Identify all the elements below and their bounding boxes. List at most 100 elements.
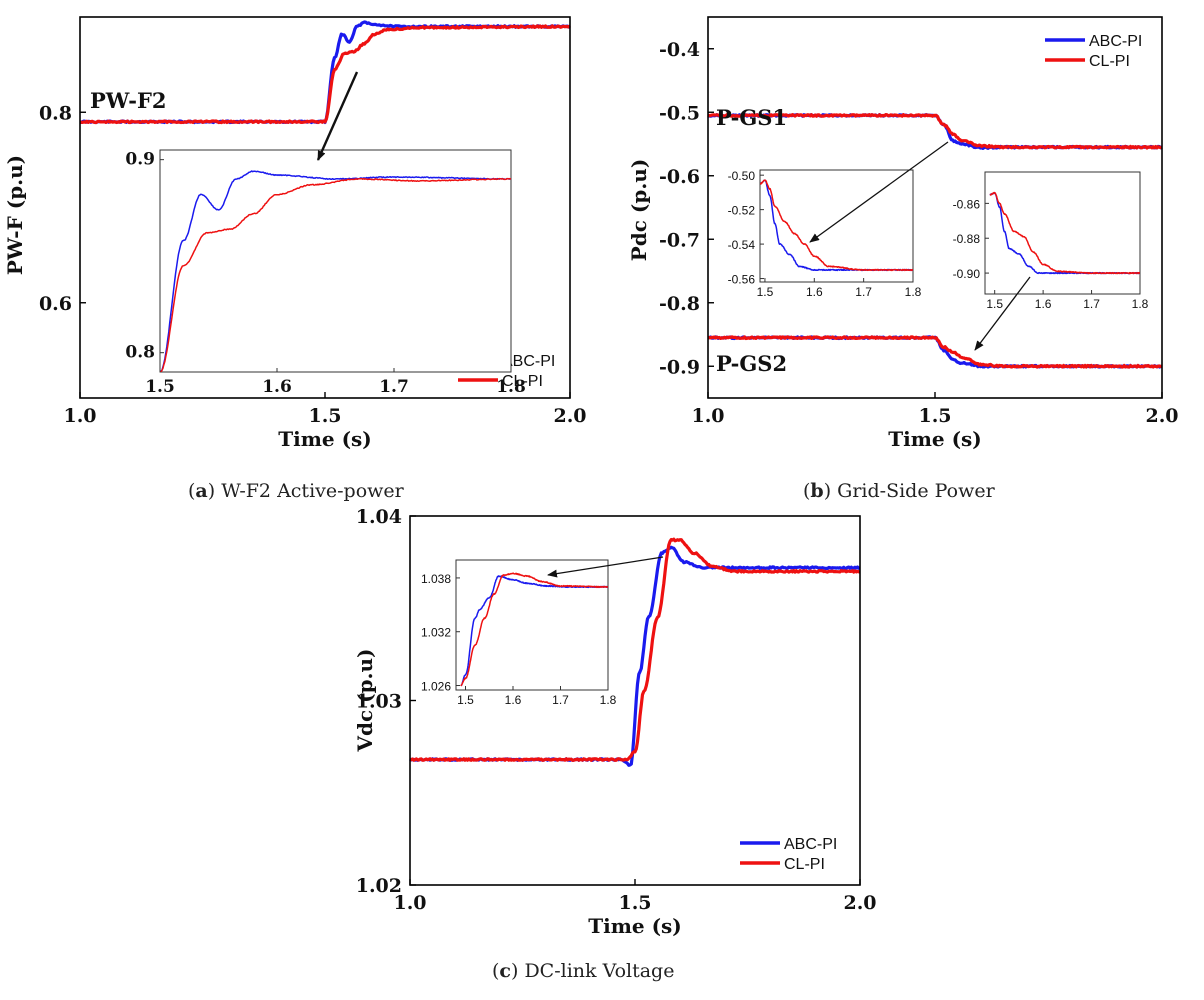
chart-a-legend-label-1: ABC-PI: [502, 353, 555, 370]
chart-a-legend-label-2: CL-PI: [502, 373, 543, 390]
chart-c-ytick-label: 1.03: [356, 691, 402, 713]
chart-b-inset-2-xtick-label: 1.5: [986, 297, 1003, 311]
chart-b-inset-2: 1.5 1.6 1.7 1.8 -0.86 -0.88 -0.90: [953, 171, 1149, 311]
chart-b-inset-1-plot: [760, 179, 913, 272]
caption-c-text: DC-link Voltage: [524, 960, 675, 982]
chart-c-ylabel: Vdc (p.u): [353, 648, 377, 752]
chart-b-inset-1-frame: [759, 169, 914, 283]
caption-c: (c) DC-link Voltage: [492, 960, 675, 982]
chart-c-inset-1-series-1-abc-pi: [460, 575, 608, 687]
chart-b-ytick-label: -0.5: [659, 102, 700, 124]
chart-b-inset-2-ytick-label: -0.86: [953, 197, 981, 211]
chart-b-ylabel: Pdc (p.u): [627, 159, 651, 262]
chart-a-inset-1-series-2-cl-pi: [160, 177, 511, 372]
chart-c-inset-1: 1.5 1.6 1.7 1.8 1.026 1.032 1.038: [421, 559, 617, 707]
chart-b-ytick-label: -0.7: [659, 229, 700, 251]
chart-b-ytick-label: -0.4: [659, 39, 700, 61]
chart-c-inset-1-xtick-label: 1.8: [600, 693, 617, 707]
caption-b-text: Grid-Side Power: [837, 480, 995, 502]
chart-b-inset-1-xtick-label: 1.8: [905, 285, 922, 299]
chart-b-xtick-label: 1.0: [691, 405, 724, 427]
chart-c-ytick-label: 1.04: [356, 506, 402, 528]
chart-b-inset-2-xtick-label: 1.7: [1083, 297, 1100, 311]
chart-a-inset-1-plot: [160, 170, 511, 372]
chart-c-legend-label-2: CL-PI: [784, 856, 825, 873]
chart-c-inset-1-xtick-label: 1.5: [457, 693, 474, 707]
chart-b-inset-1-xtick-label: 1.7: [855, 285, 872, 299]
chart-b-ytick-label: -0.9: [659, 356, 700, 378]
chart-c-inset-1-xtick-label: 1.6: [505, 693, 522, 707]
chart-c-inset-1-series-2-cl-pi: [460, 572, 608, 687]
chart-b-annotation-2: P-GS2: [716, 351, 787, 376]
caption-c-letter: c: [499, 960, 511, 982]
chart-b-inset-2-series-2-cl-pi: [989, 191, 1140, 275]
caption-a: (a) W-F2 Active-power: [188, 480, 404, 502]
chart-c: 1.0 1.5 2.0 1.02 1.03 1.04 Time (s) Vdc (p.u) AB…: [353, 506, 877, 938]
chart-b-xtick-label: 1.5: [918, 405, 951, 427]
chart-b: 1.0 1.5 2.0 -0.4 -0.5 -0.6 -0.7 -0.8 -0.9 Time (s…: [627, 16, 1179, 451]
chart-c-zoom-arrow-1: [547, 556, 664, 578]
chart-a-inset-1-ytick-label: 0.8: [125, 343, 155, 363]
chart-b-inset-2-plot: [989, 191, 1140, 275]
chart-a-inset-1-xtick-label: 1.6: [262, 377, 292, 397]
chart-b-ytick-label: -0.6: [659, 166, 700, 188]
caption-a-letter: a: [195, 480, 208, 502]
chart-b-series-4-cl-pi: [707, 335, 1163, 369]
chart-b-annotation-1: P-GS1: [716, 105, 787, 130]
chart-b-inset-2-ytick-label: -0.90: [953, 267, 981, 281]
chart-c-inset-1-ytick-label: 1.026: [421, 680, 451, 694]
chart-a: 1.0 1.5 2.0 0.6 0.8 Time (s) PW-F (p.u) PW-F2 AB…: [3, 16, 587, 451]
chart-a-inset-1-frame: [159, 149, 512, 373]
caption-b-letter: b: [810, 480, 824, 502]
chart-a-ytick-label: 0.8: [39, 102, 72, 124]
chart-c-inset-1-plot: [460, 572, 608, 687]
chart-a-xlabel: Time (s): [278, 427, 372, 451]
chart-b-legend-label-2: CL-PI: [1089, 53, 1130, 70]
chart-c-xlabel: Time (s): [588, 914, 682, 938]
chart-a-inset-1: 1.5 1.6 1.7 1.8 0.8 0.9: [125, 149, 526, 397]
chart-c-inset-1-frame: [455, 559, 609, 691]
chart-a-series-2-cl-pi: [79, 24, 571, 125]
chart-b-inset-2-frame: [984, 171, 1141, 295]
chart-b-zoom-arrow-1: [809, 141, 949, 243]
caption-b: (b) Grid-Side Power: [803, 480, 995, 502]
chart-a-annotation-1: PW-F2: [90, 88, 166, 113]
chart-c-inset-1-ytick-label: 1.038: [421, 572, 451, 586]
chart-a-inset-1-xtick-label: 1.5: [145, 377, 175, 397]
chart-a-zoom-arrow-1: [316, 71, 359, 161]
chart-a-inset-1-xtick-label: 1.7: [379, 377, 409, 397]
chart-b-zoom-arrow-2: [974, 276, 1031, 351]
chart-c-legend-label-1: ABC-PI: [784, 836, 837, 853]
chart-b-inset-1-ytick-label: -0.52: [728, 204, 756, 218]
chart-b-inset-1-ytick-label: -0.56: [728, 273, 756, 287]
chart-a-ytick-label: 0.6: [39, 293, 72, 315]
chart-a-inset-1-series-1-abc-pi: [160, 170, 511, 372]
chart-b-xlabel: Time (s): [888, 427, 982, 451]
chart-b-inset-1-xtick-label: 1.5: [757, 285, 774, 299]
chart-b-inset-2-xtick-label: 1.6: [1035, 297, 1052, 311]
chart-a-xtick-label: 2.0: [553, 405, 586, 427]
chart-b-series-2-cl-pi: [707, 113, 1163, 150]
chart-c-ytick-label: 1.02: [356, 875, 402, 897]
chart-b-inset-1: 1.5 1.6 1.7 1.8 -0.50 -0.52 -0.54 -0.56: [728, 169, 922, 299]
chart-b-inset-2-xtick-label: 1.8: [1132, 297, 1149, 311]
chart-b-inset-1-xtick-label: 1.6: [806, 285, 823, 299]
chart-a-inset-1-xtick-label: 1.8: [496, 377, 526, 397]
chart-c-inset-1-ytick-label: 1.032: [421, 626, 451, 640]
chart-b-inset-1-ytick-label: -0.50: [728, 169, 756, 183]
chart-a-inset-1-ytick-label: 0.9: [125, 150, 155, 170]
caption-a-text: W-F2 Active-power: [221, 480, 404, 502]
chart-a-xtick-label: 1.0: [63, 405, 96, 427]
chart-b-inset-1-series-2-cl-pi: [760, 179, 913, 272]
chart-c-series-2-cl-pi: [409, 537, 861, 762]
chart-c-inset-1-xtick-label: 1.7: [552, 693, 569, 707]
chart-c-xtick-label: 2.0: [843, 892, 876, 914]
chart-b-inset-1-ytick-label: -0.54: [728, 238, 756, 252]
chart-b-inset-2-ytick-label: -0.88: [953, 232, 981, 246]
chart-a-ylabel: PW-F (p.u): [3, 155, 27, 275]
chart-b-legend-label-1: ABC-PI: [1089, 33, 1142, 50]
chart-b-xtick-label: 2.0: [1145, 405, 1178, 427]
chart-c-xtick-label: 1.5: [618, 892, 651, 914]
chart-c-xtick-label: 1.0: [393, 892, 426, 914]
